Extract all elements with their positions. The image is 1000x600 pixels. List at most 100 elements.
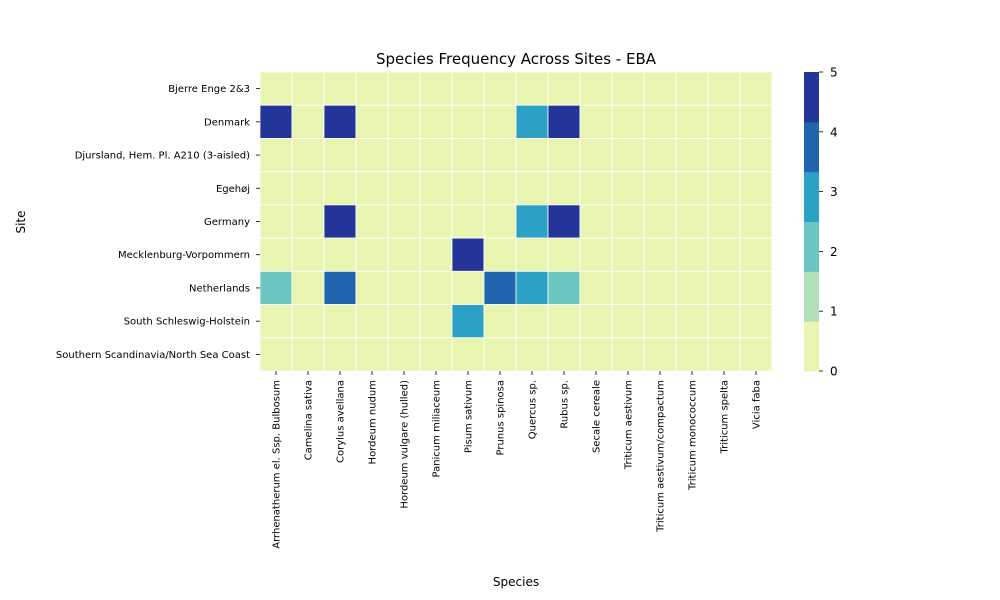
x-tick-label: Quercus sp. [528,380,539,439]
heatmap-cell [611,270,645,305]
colorbar-tick-label: 3 [830,185,838,199]
heatmap-cell [579,337,613,372]
colorbar-band [804,221,819,272]
heatmap-cell [739,138,773,173]
heatmap-cell [579,171,613,206]
heatmap-cell [675,304,709,339]
heatmap-cell [323,104,357,139]
heatmap-cell [515,104,549,139]
heatmap-cell [515,270,549,305]
heatmap-cell [739,171,773,206]
heatmap-cell [611,104,645,139]
heatmap-cell [643,304,677,339]
heatmap-cell [643,71,677,106]
x-tick-label: Pisum sativum [464,380,475,453]
x-tick-label: Corylus avellana [336,380,347,463]
x-tick-label: Rubus sp. [560,380,571,429]
colorbar-tick-label: 1 [830,305,838,319]
heatmap-cell [579,204,613,239]
heatmap-cell [515,304,549,339]
heatmap-cell [579,138,613,173]
heatmap-cell [739,270,773,305]
heatmap-cell [451,71,485,106]
heatmap-cell [611,71,645,106]
heatmap-cell [323,204,357,239]
heatmap-cell [643,171,677,206]
heatmap-cell [515,171,549,206]
y-axis-label: Site [14,210,28,233]
heatmap-cell [707,237,741,272]
heatmap-cell [739,304,773,339]
x-tick-label: Triticum aestivum/compactum [656,380,667,533]
heatmap-cell [675,270,709,305]
heatmap-cell [547,270,581,305]
heatmap-cell [451,138,485,173]
heatmap-cells [259,71,773,372]
heatmap-cell [483,138,517,173]
heatmap-cell [611,204,645,239]
heatmap-cell [675,237,709,272]
heatmap-cell [419,71,453,106]
heatmap-cell [451,171,485,206]
heatmap-cell [515,71,549,106]
heatmap-cell [355,204,389,239]
heatmap-cell [611,237,645,272]
x-tick-label: Vicia faba [752,380,763,429]
y-axis-ticks: Bjerre Enge 2&3 Denmark Djursland, Hem. Pl… [56,84,260,361]
colorbar-band [804,171,819,222]
heatmap-cell [291,138,325,173]
heatmap-cell [547,71,581,106]
heatmap-cell [483,304,517,339]
heatmap-cell [419,204,453,239]
heatmap-cell [483,237,517,272]
y-tick-label: Southern Scandinavia/North Sea Coast [56,350,250,361]
heatmap-cell [483,104,517,139]
heatmap-cell [483,171,517,206]
heatmap-cell [259,138,293,173]
heatmap-cell [643,138,677,173]
y-tick-label: Netherlands [189,283,250,294]
heatmap-cell [707,138,741,173]
x-axis-label: Species [493,575,539,589]
x-tick-label: Triticum monococcum [688,380,699,491]
colorbar: 0 1 2 3 4 5 [804,66,838,379]
heatmap-cell [291,104,325,139]
heatmap-cell [547,337,581,372]
heatmap-cell [547,171,581,206]
heatmap-cell [291,337,325,372]
heatmap-cell [451,237,485,272]
heatmap-cell [451,337,485,372]
x-tick-label: Triticum spelta [720,380,731,455]
heatmap-cell [419,171,453,206]
heatmap-cell [707,171,741,206]
heatmap-cell [675,337,709,372]
heatmap-cell [323,304,357,339]
heatmap-cell [387,270,421,305]
heatmap-cell [387,337,421,372]
heatmap-cell [451,270,485,305]
heatmap-cell [291,237,325,272]
heatmap-cell [611,337,645,372]
heatmap-cell [259,304,293,339]
heatmap-cell [579,104,613,139]
heatmap-cell [419,237,453,272]
heatmap-cell [643,204,677,239]
y-tick-label: Bjerre Enge 2&3 [168,84,250,95]
heatmap-cell [355,104,389,139]
heatmap-cell [643,237,677,272]
heatmap-cell [323,171,357,206]
heatmap-cell [611,138,645,173]
x-tick-label: Panicum miliaceum [432,380,443,478]
heatmap-cell [707,270,741,305]
heatmap-cell [739,71,773,106]
y-tick-label: Mecklenburg-Vorpommern [118,250,250,261]
chart-title: Species Frequency Across Sites - EBA [376,50,657,68]
colorbar-band [804,121,819,173]
heatmap-cell [259,270,293,305]
colorbar-tick-label: 0 [830,365,838,379]
heatmap-cell [323,337,357,372]
heatmap-cell [259,337,293,372]
heatmap-cell [739,237,773,272]
heatmap-cell [611,171,645,206]
heatmap-cell [291,304,325,339]
